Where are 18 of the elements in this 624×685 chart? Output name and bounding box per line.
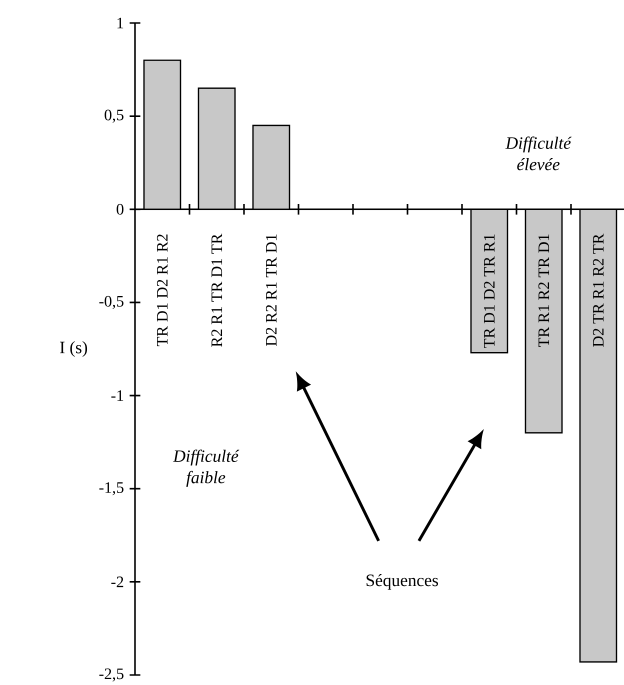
x-tick-label: R2 R1 TR D1 TR xyxy=(211,234,222,347)
annotation: Séquences xyxy=(366,574,438,590)
y-axis-title: I (s) xyxy=(60,341,88,357)
annotation: Difficulté élevée xyxy=(505,136,572,170)
x-tick-label: TR R1 R2 TR D1 xyxy=(538,234,550,348)
x-tick-label: TR D1 D2 R1 R2 xyxy=(156,234,168,346)
annotation: Difficulté faible xyxy=(172,450,240,487)
y-tick-label: 1 xyxy=(117,18,124,28)
y-tick-label: 0,5 xyxy=(104,110,124,123)
y-tick-label: -2 xyxy=(111,576,124,588)
y-tick-label: -0,5 xyxy=(99,296,124,309)
x-tick-label: D2 TR R1 R2 TR xyxy=(592,234,604,347)
y-tick-label: -2,5 xyxy=(99,668,124,682)
y-tick-label: -1,5 xyxy=(99,482,124,496)
x-tick-label: TR D1 D2 TR R1 xyxy=(484,234,495,348)
y-tick-label: -1 xyxy=(111,390,124,401)
y-tick-label: 0 xyxy=(116,204,124,215)
x-tick-label: D2 R2 R1 TR D1 xyxy=(266,234,277,346)
